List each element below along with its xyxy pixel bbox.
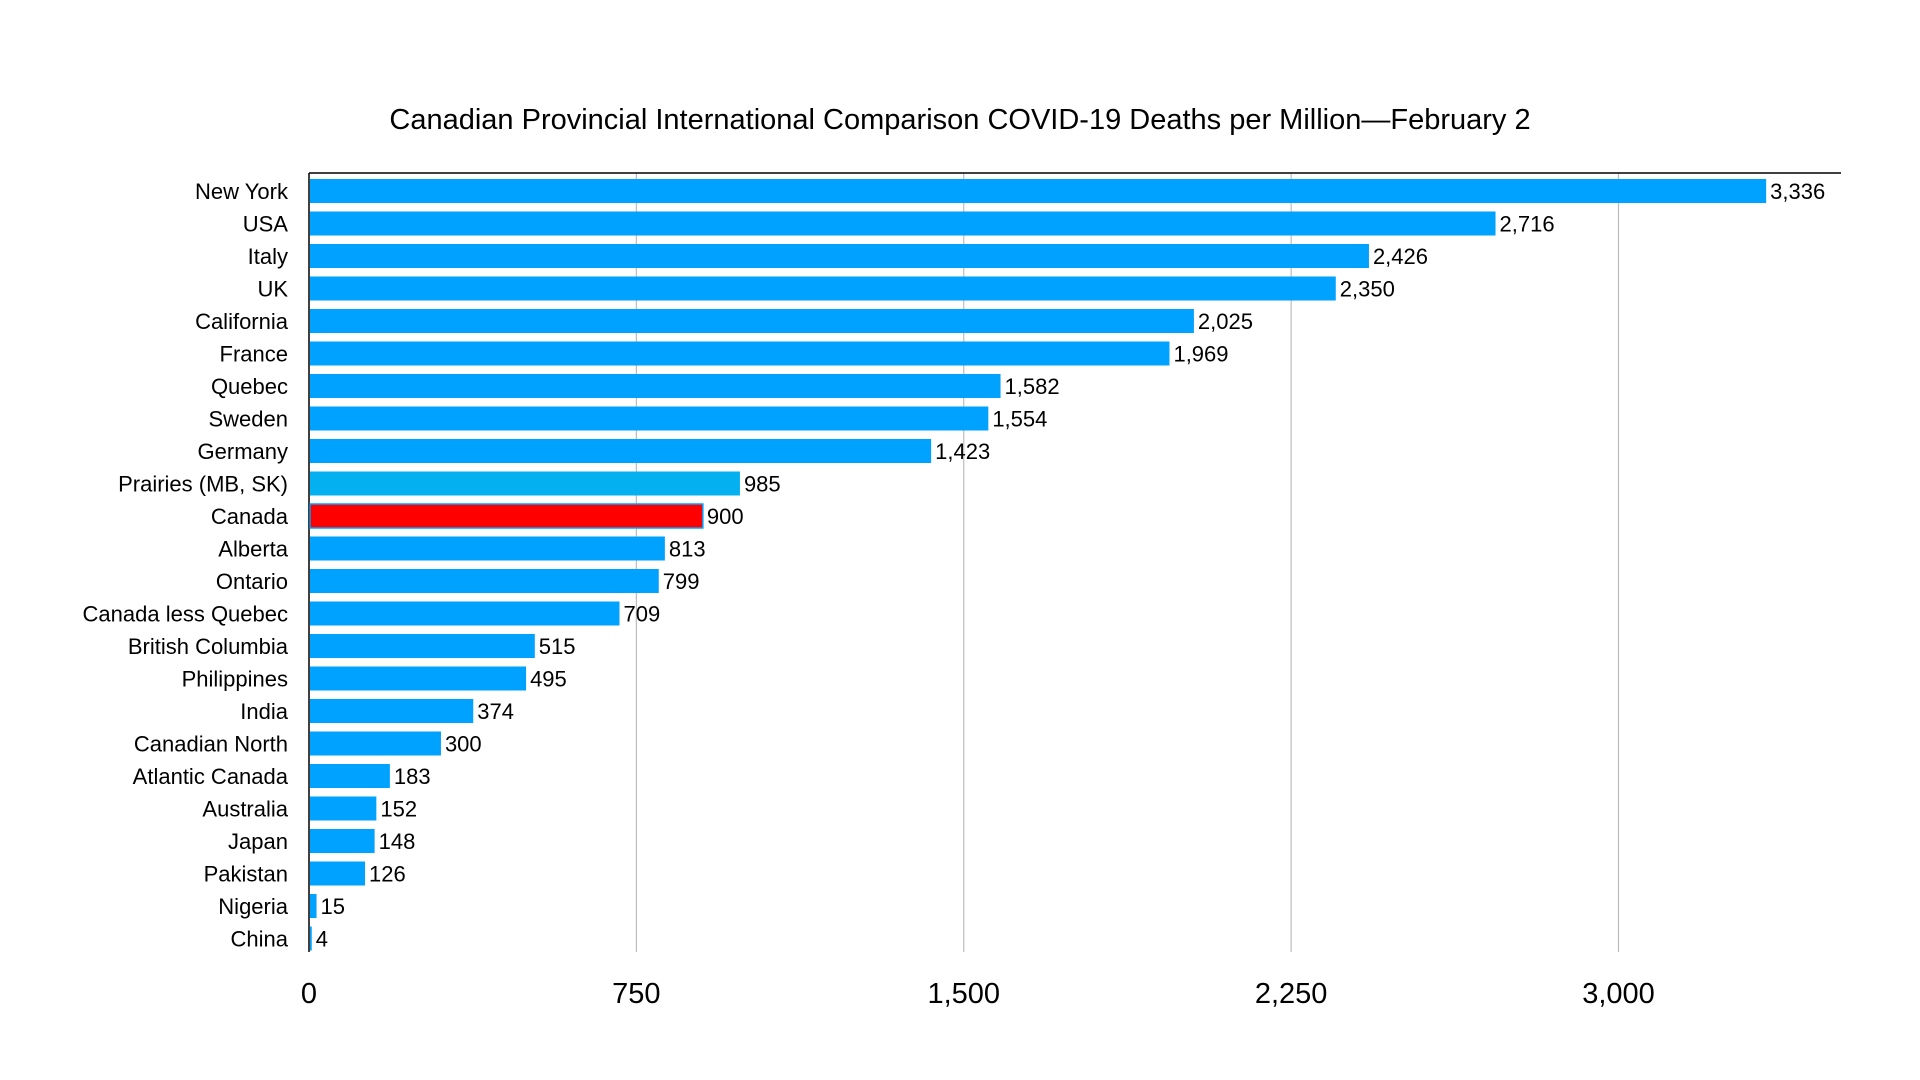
data-label: 2,350 xyxy=(1340,277,1395,302)
category-label: Italy xyxy=(248,244,288,269)
bar xyxy=(310,894,317,918)
data-label: 495 xyxy=(530,667,567,692)
data-label: 1,969 xyxy=(1173,342,1228,367)
category-label: China xyxy=(231,927,289,952)
category-label: Atlantic Canada xyxy=(133,764,289,789)
data-label: 2,025 xyxy=(1198,309,1253,334)
data-label: 183 xyxy=(394,764,431,789)
data-label: 2,716 xyxy=(1500,212,1555,237)
bar xyxy=(310,829,375,853)
category-label: USA xyxy=(243,212,289,237)
category-label: Nigeria xyxy=(218,894,288,919)
bar xyxy=(310,341,1170,366)
bar xyxy=(310,309,1194,333)
bar xyxy=(310,861,365,886)
category-label: Alberta xyxy=(218,537,288,562)
category-label: Canadian North xyxy=(134,732,288,757)
bar xyxy=(310,569,659,593)
data-label: 1,582 xyxy=(1005,374,1060,399)
data-label: 2,426 xyxy=(1373,244,1428,269)
bar xyxy=(310,666,527,691)
category-label: Canada less Quebec xyxy=(83,602,288,627)
bar xyxy=(310,244,1369,268)
category-label: Ontario xyxy=(216,569,288,594)
bar xyxy=(310,406,989,431)
category-label: UK xyxy=(257,277,288,302)
bar xyxy=(310,179,1767,203)
bar xyxy=(310,764,390,788)
x-tick-label: 1,500 xyxy=(927,978,1000,1010)
category-label: British Columbia xyxy=(128,634,289,659)
data-label: 374 xyxy=(477,699,514,724)
bar xyxy=(310,211,1496,236)
data-label: 900 xyxy=(707,504,744,529)
category-label: Germany xyxy=(198,439,288,464)
category-label: India xyxy=(240,699,288,724)
category-label: Prairies (MB, SK) xyxy=(118,472,288,497)
data-label: 300 xyxy=(445,732,482,757)
category-label: California xyxy=(195,309,289,334)
category-label: Japan xyxy=(228,829,288,854)
bar xyxy=(310,926,312,951)
x-tick-label: 750 xyxy=(612,978,660,1010)
category-label: Canada xyxy=(211,504,289,529)
data-label: 148 xyxy=(379,829,416,854)
data-label: 813 xyxy=(669,537,706,562)
bar xyxy=(310,731,441,756)
chart-title: Canadian Provincial International Compar… xyxy=(389,104,1531,136)
x-tick-label: 2,250 xyxy=(1255,978,1328,1010)
category-label: Philippines xyxy=(182,667,288,692)
bar xyxy=(310,374,1001,398)
category-label: New York xyxy=(195,179,289,204)
data-label: 709 xyxy=(623,602,660,627)
category-label: Australia xyxy=(202,797,288,822)
bar xyxy=(309,503,704,529)
data-label: 985 xyxy=(744,472,781,497)
category-label: Sweden xyxy=(208,407,288,432)
category-label: France xyxy=(220,342,288,367)
x-tick-label: 0 xyxy=(301,978,317,1010)
x-tick-label: 3,000 xyxy=(1582,978,1655,1010)
category-label: Pakistan xyxy=(204,862,288,887)
bar xyxy=(310,699,474,723)
bar xyxy=(310,471,740,496)
data-label: 515 xyxy=(539,634,576,659)
data-label: 3,336 xyxy=(1770,179,1825,204)
data-label: 152 xyxy=(380,797,417,822)
data-label: 1,423 xyxy=(935,439,990,464)
bar xyxy=(310,601,620,626)
bar xyxy=(310,796,377,821)
bar xyxy=(310,536,665,561)
category-label: Quebec xyxy=(211,374,288,399)
data-label: 1,554 xyxy=(992,407,1047,432)
bar xyxy=(310,276,1336,301)
data-label: 15 xyxy=(321,894,345,919)
data-label: 126 xyxy=(369,862,406,887)
bar xyxy=(310,634,535,658)
bar xyxy=(310,439,932,463)
data-label: 799 xyxy=(663,569,700,594)
data-label: 4 xyxy=(316,927,328,952)
